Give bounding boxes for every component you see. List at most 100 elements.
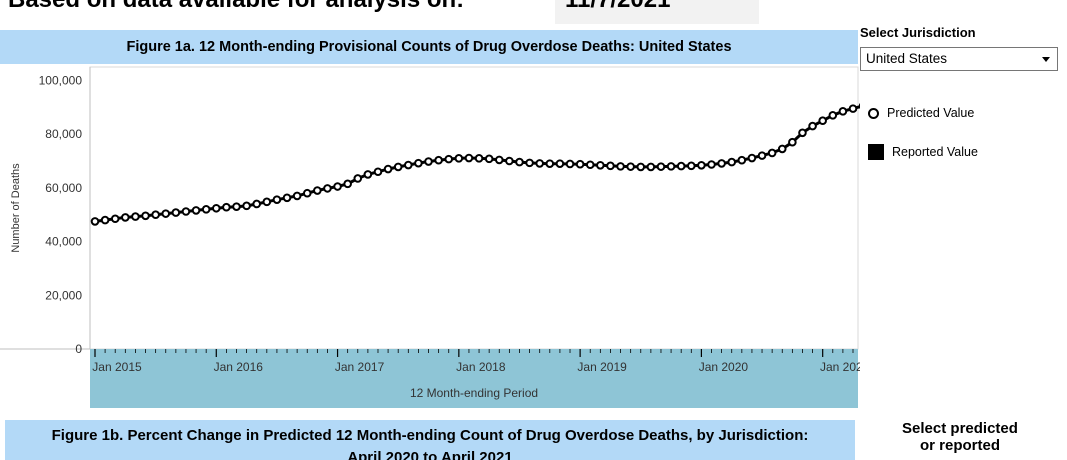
predicted-value-point[interactable] bbox=[456, 155, 463, 162]
predicted-value-point[interactable] bbox=[597, 162, 604, 169]
predicted-value-point[interactable] bbox=[718, 160, 725, 167]
predicted-value-point[interactable] bbox=[445, 156, 452, 163]
x-tick-label: Jan 2019 bbox=[577, 360, 627, 374]
predicted-value-point[interactable] bbox=[536, 160, 543, 167]
predicted-value-point[interactable] bbox=[819, 117, 826, 124]
y-axis-label: Number of Deaths bbox=[10, 163, 22, 253]
x-axis-label: 12 Month-ending Period bbox=[410, 386, 538, 400]
predicted-value-point[interactable] bbox=[739, 157, 746, 164]
predicted-value-point[interactable] bbox=[840, 108, 847, 115]
predicted-value-point[interactable] bbox=[668, 163, 675, 170]
chevron-down-icon bbox=[1042, 57, 1050, 62]
predicted-value-point[interactable] bbox=[627, 163, 634, 170]
predicted-value-point[interactable] bbox=[769, 150, 776, 157]
predicted-value-point[interactable] bbox=[759, 152, 766, 159]
predicted-value-point[interactable] bbox=[637, 164, 644, 171]
predicted-value-point[interactable] bbox=[749, 155, 756, 162]
predicted-value-point[interactable] bbox=[142, 212, 149, 219]
predicted-value-point[interactable] bbox=[203, 206, 210, 213]
filled-square-icon bbox=[868, 144, 884, 160]
predicted-value-point[interactable] bbox=[688, 163, 695, 170]
analysis-date-value: 11/7/2021 bbox=[555, 0, 759, 24]
predicted-value-point[interactable] bbox=[162, 210, 169, 217]
predicted-value-point[interactable] bbox=[223, 204, 230, 211]
predicted-value-point[interactable] bbox=[314, 187, 321, 194]
jurisdiction-label: Select Jurisdiction bbox=[860, 25, 976, 40]
predicted-value-point[interactable] bbox=[577, 161, 584, 168]
predicted-value-point[interactable] bbox=[365, 171, 372, 178]
predicted-value-point[interactable] bbox=[648, 164, 655, 171]
predicted-value-point[interactable] bbox=[789, 139, 796, 146]
predicted-value-point[interactable] bbox=[425, 158, 432, 165]
predicted-value-point[interactable] bbox=[809, 123, 816, 130]
predicted-value-point[interactable] bbox=[253, 201, 260, 208]
predicted-value-point[interactable] bbox=[506, 158, 513, 165]
predicted-value-point[interactable] bbox=[243, 203, 250, 210]
selector-title-line2: or reported bbox=[880, 437, 1040, 454]
predicted-value-point[interactable] bbox=[547, 160, 554, 167]
predicted-value-point[interactable] bbox=[567, 161, 574, 168]
predicted-value-point[interactable] bbox=[284, 194, 291, 201]
y-tick-label: 0 bbox=[75, 342, 82, 356]
jurisdiction-selected-value: United States bbox=[866, 51, 947, 66]
predicted-value-point[interactable] bbox=[102, 217, 109, 224]
predicted-value-point[interactable] bbox=[233, 203, 240, 210]
predicted-value-point[interactable] bbox=[173, 209, 180, 216]
predicted-value-point[interactable] bbox=[264, 199, 271, 206]
predicted-value-point[interactable] bbox=[375, 168, 382, 175]
predicted-value-point[interactable] bbox=[658, 163, 665, 170]
predicted-value-point[interactable] bbox=[698, 162, 705, 169]
predicted-value-point[interactable] bbox=[334, 183, 341, 190]
y-tick-label: 60,000 bbox=[45, 181, 82, 195]
predicted-value-point[interactable] bbox=[516, 159, 523, 166]
predicted-value-point[interactable] bbox=[274, 196, 281, 203]
jurisdiction-select[interactable]: United States bbox=[860, 47, 1058, 71]
predicted-value-point[interactable] bbox=[435, 157, 442, 164]
predicted-value-point[interactable] bbox=[496, 157, 503, 164]
x-tick-label: Jan 2018 bbox=[456, 360, 506, 374]
predicted-value-point[interactable] bbox=[92, 218, 99, 225]
figure-1b-title: Figure 1b. Percent Change in Predicted 1… bbox=[5, 420, 855, 460]
predicted-value-point[interactable] bbox=[850, 105, 857, 112]
predicted-value-point[interactable] bbox=[304, 190, 311, 197]
predicted-value-point[interactable] bbox=[183, 208, 190, 215]
predicted-value-point[interactable] bbox=[294, 193, 301, 200]
predicted-value-point[interactable] bbox=[152, 211, 159, 218]
legend-item-reported[interactable]: Reported Value bbox=[868, 144, 978, 160]
selector-title-line1: Select predicted bbox=[880, 420, 1040, 437]
x-tick-label: Jan 2021 bbox=[820, 360, 860, 374]
predicted-value-point[interactable] bbox=[486, 156, 493, 163]
predicted-value-point[interactable] bbox=[193, 207, 200, 214]
predicted-value-point[interactable] bbox=[678, 163, 685, 170]
x-tick-label: Jan 2020 bbox=[699, 360, 749, 374]
legend-item-predicted[interactable]: Predicted Value bbox=[868, 106, 974, 120]
predicted-value-point[interactable] bbox=[526, 160, 533, 167]
predicted-value-point[interactable] bbox=[708, 161, 715, 168]
predicted-value-point[interactable] bbox=[466, 155, 473, 162]
predicted-value-point[interactable] bbox=[213, 205, 220, 212]
predicted-value-point[interactable] bbox=[557, 160, 564, 167]
predicted-value-point[interactable] bbox=[405, 162, 412, 169]
predicted-value-point[interactable] bbox=[132, 213, 139, 220]
predicted-value-point[interactable] bbox=[385, 166, 392, 173]
predicted-value-point[interactable] bbox=[779, 146, 786, 153]
predicted-value-point[interactable] bbox=[395, 164, 402, 171]
predicted-value-point[interactable] bbox=[728, 159, 735, 166]
predicted-value-point[interactable] bbox=[829, 112, 836, 119]
predicted-value-point[interactable] bbox=[587, 161, 594, 168]
predicted-value-point[interactable] bbox=[344, 181, 351, 188]
predicted-value-point[interactable] bbox=[415, 160, 422, 167]
x-tick-label: Jan 2016 bbox=[214, 360, 264, 374]
predicted-value-point[interactable] bbox=[354, 175, 361, 182]
predicted-value-point[interactable] bbox=[607, 163, 614, 170]
predicted-value-point[interactable] bbox=[476, 155, 483, 162]
predicted-value-point[interactable] bbox=[122, 214, 129, 221]
analysis-date-label: Based on data available for analysis on: bbox=[8, 0, 464, 12]
predicted-reported-selector-title: Select predicted or reported bbox=[880, 420, 1040, 454]
figure-1b-subtitle: April 2020 to April 2021 bbox=[5, 442, 855, 460]
predicted-value-point[interactable] bbox=[112, 215, 119, 222]
predicted-value-point[interactable] bbox=[799, 130, 806, 137]
predicted-value-point[interactable] bbox=[324, 185, 331, 192]
predicted-value-point[interactable] bbox=[617, 163, 624, 170]
